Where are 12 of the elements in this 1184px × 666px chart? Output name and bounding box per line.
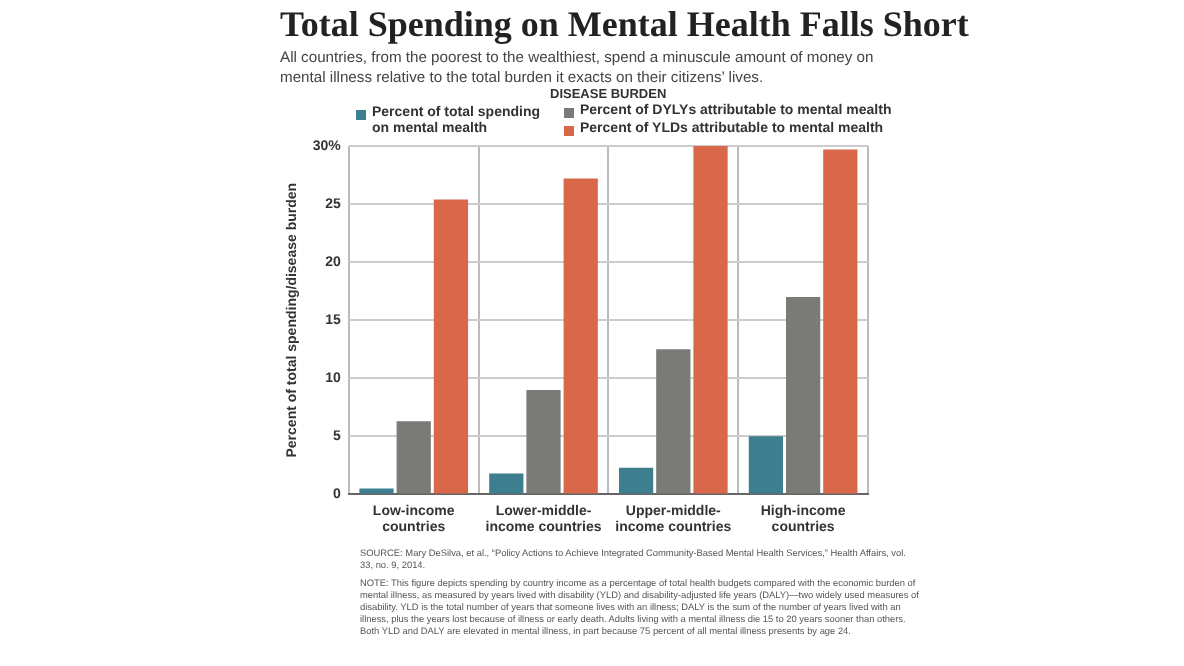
bar <box>396 421 431 494</box>
bar <box>526 389 561 494</box>
bar <box>433 199 469 494</box>
chart-title: Total Spending on Mental Health Falls Short <box>280 4 969 46</box>
bar <box>693 146 728 494</box>
bar <box>748 436 784 494</box>
bar <box>823 149 858 494</box>
bar <box>489 473 524 494</box>
bar <box>656 349 691 494</box>
bar <box>563 178 598 494</box>
bar <box>785 296 821 494</box>
bar <box>618 467 654 494</box>
